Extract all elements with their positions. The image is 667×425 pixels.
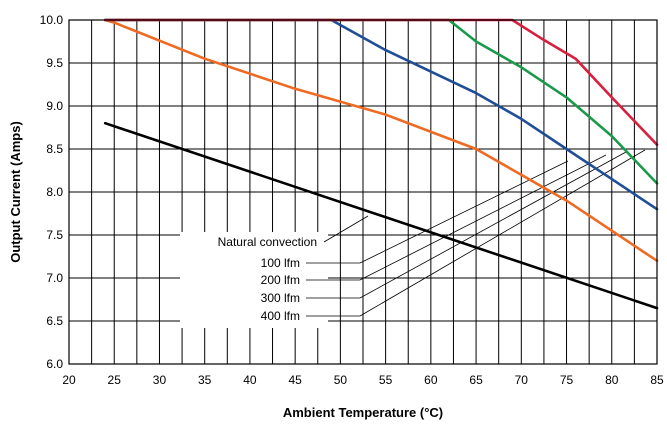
x-tick-label: 50 (334, 373, 348, 387)
x-tick-label: 65 (469, 373, 483, 387)
y-tick-label: 9.5 (46, 56, 63, 70)
x-tick-label: 25 (108, 373, 122, 387)
legend-label: 100 lfm (261, 256, 300, 270)
x-tick-label: 80 (605, 373, 619, 387)
legend-leader-line (323, 215, 369, 243)
legend-background (180, 232, 328, 328)
legend-label: 200 lfm (261, 273, 300, 287)
y-tick-labels: 6.0 6.5 7.0 7.5 8.0 8.5 9.0 9.5 10.0 (40, 13, 64, 371)
x-tick-label: 75 (560, 373, 574, 387)
series-line (103, 18, 659, 211)
x-tick-labels: 20 25 30 35 40 45 50 55 60 65 70 75 80 85 (62, 373, 664, 387)
y-tick-label: 6.5 (46, 314, 63, 328)
y-tick-label: 10.0 (40, 13, 64, 27)
legend-leader-line (359, 154, 607, 281)
x-tick-label: 40 (243, 373, 257, 387)
x-tick-label: 55 (379, 373, 393, 387)
y-tick-label: 6.0 (46, 357, 63, 371)
legend-label: Natural convection (218, 235, 317, 249)
legend-label: 300 lfm (261, 291, 300, 305)
legend-leader-line (359, 149, 646, 317)
y-tick-label: 7.0 (46, 271, 63, 285)
series-line (103, 18, 659, 263)
legend-label: 400 lfm (261, 309, 300, 323)
plot-frame (68, 19, 658, 365)
x-axis-title: Ambient Temperature (°C) (283, 405, 443, 420)
x-tick-label: 60 (424, 373, 438, 387)
legend-leader-line (359, 160, 569, 264)
series-line (103, 18, 659, 185)
x-tick-label: 45 (288, 373, 302, 387)
y-tick-label: 9.0 (46, 99, 63, 113)
x-tick-label: 30 (153, 373, 167, 387)
x-tick-label: 35 (198, 373, 212, 387)
y-axis-title: Output Current (Amps) (8, 121, 23, 263)
x-tick-label: 85 (650, 373, 664, 387)
y-tick-label: 7.5 (46, 228, 63, 242)
legend: Natural convection 100 lfm 200 lfm 300 lfm 4… (218, 235, 317, 323)
series-line (103, 121, 659, 310)
x-tick-label: 20 (62, 373, 76, 387)
grid (68, 19, 658, 365)
y-tick-label: 8.5 (46, 142, 63, 156)
series-line (103, 18, 659, 146)
y-tick-label: 8.0 (46, 185, 63, 199)
legend-leader-lines (306, 149, 646, 317)
legend-leader-line (359, 151, 627, 299)
x-tick-label: 70 (515, 373, 529, 387)
